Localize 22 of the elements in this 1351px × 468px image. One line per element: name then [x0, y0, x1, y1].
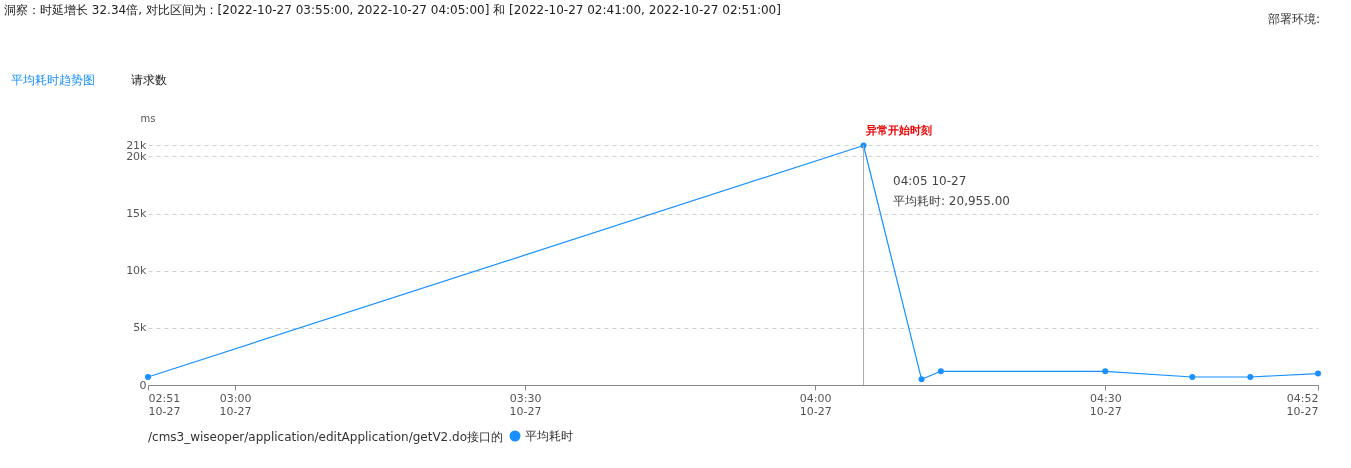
x-tick-label: 03:30 10-27 — [509, 391, 542, 418]
annotation: 04:05 10-27 — [893, 174, 967, 188]
x-tick-label: 02:51 10-27 — [148, 391, 181, 418]
y-tick-label: 0 — [139, 378, 147, 392]
x-tick-label: 04:00 10-27 — [799, 391, 832, 418]
y-tick-label: 10k — [126, 264, 148, 278]
legend-label: 平均耗时 — [525, 429, 573, 443]
y-tick-label: 21k — [126, 138, 148, 152]
y-tick-label: 5k — [133, 321, 148, 335]
y-axis-title: ms — [140, 112, 156, 124]
text: 平均耗时趋势图 — [11, 73, 95, 87]
x-tick-label: 04:30 10-27 — [1089, 391, 1122, 418]
text: 部署环境: — [1268, 12, 1321, 26]
chart-title: 洞察：时延增长 32.34倍, 对比区间为 : [2022-10-27 03:55:00, 2022-10-27 04:05:00] 和 [2022-10-27 02:41:00, 2022-10-27 02:51:00] — [4, 3, 781, 17]
x-tick-label: 03:00 10-27 — [219, 391, 252, 418]
x-tick-label: 04:52 10-27 — [1286, 391, 1319, 418]
legend-title: /cms3_wiseoper/application/editApplication/getV2.do接口的 — [148, 430, 504, 444]
y-tick-label: 20k — [126, 149, 148, 163]
ref-line-label: 异常开始时刻 — [864, 124, 932, 137]
annotation: 平均耗时: 20,955.00 — [893, 194, 1010, 208]
text: 请求数 — [131, 73, 167, 87]
y-tick-label: 15k — [126, 207, 148, 221]
